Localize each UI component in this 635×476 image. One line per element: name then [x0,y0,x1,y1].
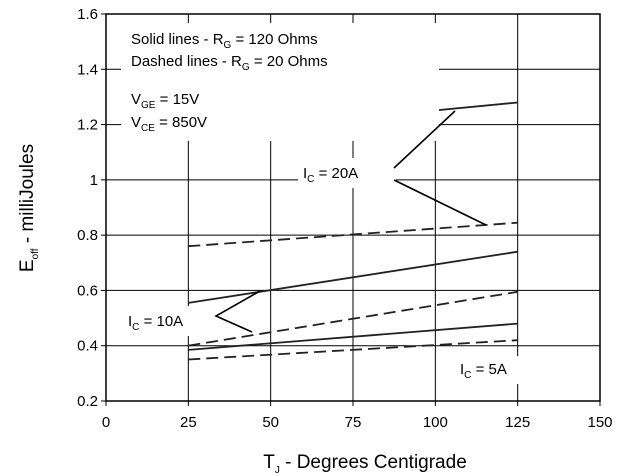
leader-ic10 [214,290,261,333]
y-tick-label: 1.4 [77,61,98,78]
annotation-ic5-bg [455,356,531,384]
x-tick-label: 25 [180,414,197,431]
y-tick-label: 0.6 [77,282,98,299]
x-tick-label: 150 [587,414,612,431]
series-line-ic20a-rg20 [188,221,518,248]
series-line-ic10a-rg20 [188,290,518,347]
x-tick-label: 75 [345,414,362,431]
annotation-ic10: IC = 10A [128,313,183,333]
x-tick-label: 100 [423,414,448,431]
x-tick-label: 50 [262,414,279,431]
annotation-ic20: IC = 20A [303,165,358,185]
y-tick-label: 1 [90,172,98,189]
condition-vge: VGE = 15V [131,91,199,111]
legend-box [121,23,439,141]
y-tick-label: 0.2 [77,393,98,410]
condition-vce: VCE = 850V [131,114,207,134]
leader-ic20-dashed [393,179,487,226]
legend-solid: Solid lines - RG = 120 Ohms [131,31,318,51]
plot-frame [101,13,601,406]
y-axis-title: Eoff - milliJoules [17,144,41,272]
y-tick-label: 1.6 [77,6,98,23]
legend-dashed: Dashed lines - RG = 20 Ohms [131,53,328,73]
annotation-ic10-bg [124,306,216,336]
y-tick-label: 0.4 [77,338,98,355]
x-axis-title: TJ - Degrees Centigrade [263,452,467,476]
series-line-ic10a-rg120 [188,250,518,304]
series-line-ic5a-rg20 [188,339,518,361]
y-tick-label: 1.2 [77,117,98,134]
x-tick-label: 125 [505,414,530,431]
annotation-ic20-bg [298,158,396,188]
y-tick-label: 0.8 [77,227,98,244]
leader-ic20-solid [393,110,456,169]
annotation-ic5: IC = 5A [460,361,507,381]
x-tick-label: 0 [102,414,110,431]
tick-labels: 0 25 50 75 100 125 150 0.2 0.4 0.6 0.8 1 1.2 1.4 1.6 [77,6,612,431]
series-line-ic5a-rg120 [188,322,518,351]
